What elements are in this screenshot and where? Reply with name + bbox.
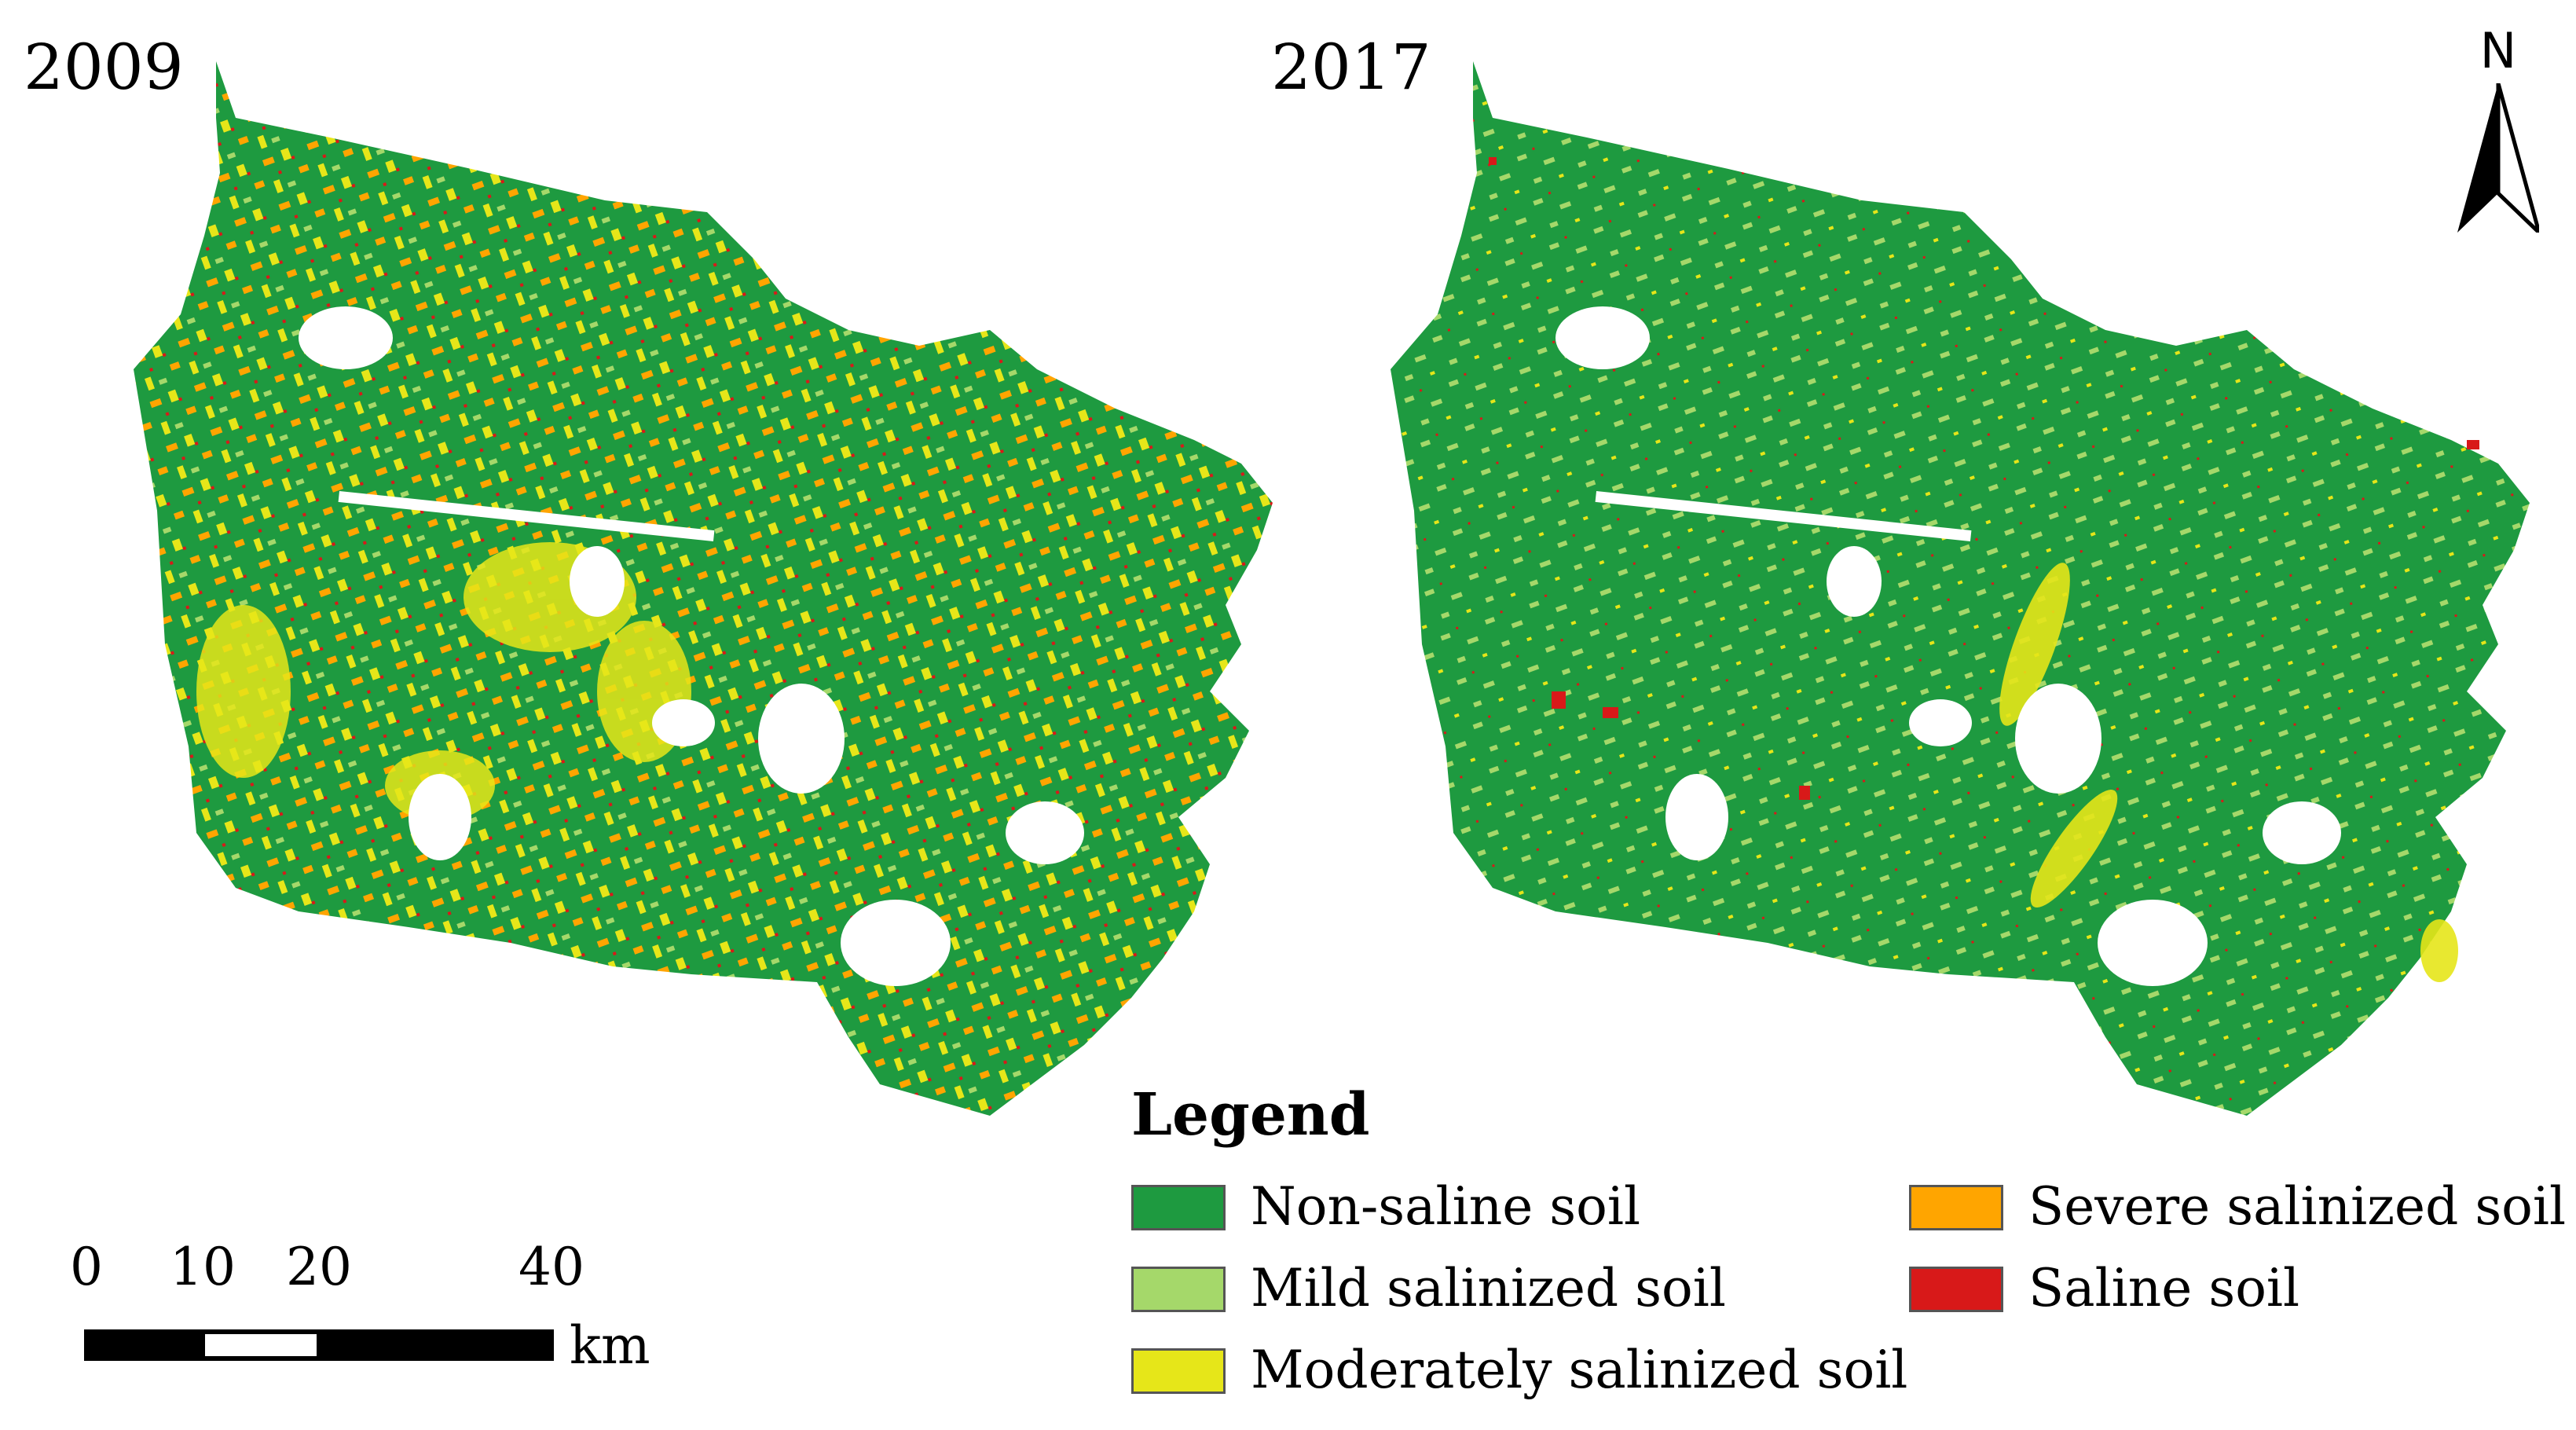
map-2017-gaps bbox=[1555, 306, 2341, 986]
scale-bar: 0 10 20 40 km bbox=[47, 1241, 676, 1399]
legend-label-saline: Saline soil bbox=[2028, 1258, 2300, 1318]
map-2009-gaps bbox=[299, 306, 1084, 986]
map-2017-moderate-strips bbox=[1999, 563, 2458, 982]
map-2009 bbox=[134, 61, 1273, 1116]
map-2017-saline-spots bbox=[1489, 157, 2479, 800]
legend-label-non-saline: Non-saline soil bbox=[1251, 1176, 1641, 1237]
scale-tick-10: 10 bbox=[170, 1237, 236, 1297]
legend-swatch-moderate bbox=[1131, 1348, 1226, 1394]
legend-item-non-saline: Non-saline soil bbox=[1131, 1172, 1838, 1243]
map-2017-year-label: 2017 bbox=[1271, 31, 1431, 104]
scale-segment-2 bbox=[200, 1329, 321, 1361]
scale-unit: km bbox=[570, 1315, 650, 1376]
north-arrow-icon bbox=[2457, 83, 2539, 233]
legend-item-mild: Mild salinized soil bbox=[1131, 1254, 1838, 1325]
map-2009-region bbox=[134, 61, 1273, 1116]
legend: Legend Non-saline soil Mild salinized so… bbox=[1131, 1086, 2569, 1416]
legend-label-moderate: Moderately salinized soil bbox=[1251, 1340, 1908, 1400]
scale-tick-0: 0 bbox=[70, 1237, 103, 1297]
map-2009-year-label: 2009 bbox=[24, 31, 184, 104]
legend-swatch-non-saline bbox=[1131, 1185, 1226, 1230]
legend-swatch-saline bbox=[1909, 1267, 2003, 1312]
legend-item-moderate: Moderately salinized soil bbox=[1131, 1336, 1907, 1406]
north-label: N bbox=[2479, 22, 2517, 79]
legend-label-severe: Severe salinized soil bbox=[2028, 1176, 2567, 1237]
scale-segment-1 bbox=[84, 1329, 205, 1361]
map-2017-region bbox=[1391, 61, 2530, 1116]
legend-label-mild: Mild salinized soil bbox=[1251, 1258, 1726, 1318]
north-arrow: N bbox=[2451, 27, 2545, 239]
legend-title: Legend bbox=[1131, 1081, 1370, 1149]
map-2017 bbox=[1391, 61, 2530, 1116]
legend-item-saline: Saline soil bbox=[1909, 1254, 2561, 1325]
scale-tick-40: 40 bbox=[518, 1237, 584, 1297]
scale-segment-3 bbox=[317, 1329, 554, 1361]
legend-item-severe: Severe salinized soil bbox=[1909, 1172, 2566, 1243]
scale-tick-20: 20 bbox=[286, 1237, 352, 1297]
legend-swatch-severe bbox=[1909, 1185, 2003, 1230]
legend-swatch-mild bbox=[1131, 1267, 1226, 1312]
